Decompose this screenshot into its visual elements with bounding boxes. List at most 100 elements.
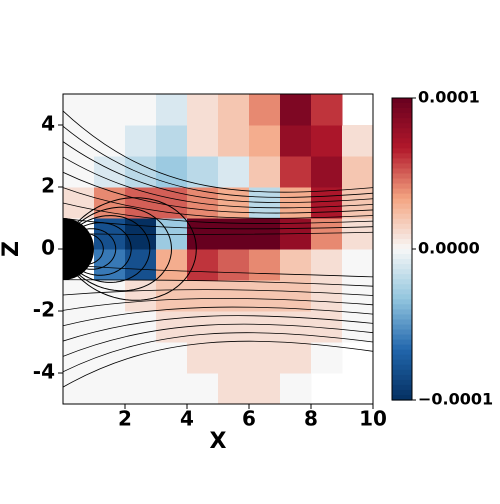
heat-cell <box>125 187 157 219</box>
heat-cell <box>125 373 157 404</box>
colorbar-segment <box>392 108 412 114</box>
heat-cell <box>249 342 281 374</box>
heat-cell <box>218 94 250 126</box>
heat-cell <box>218 125 250 157</box>
colorbar-segment <box>392 269 412 275</box>
colorbar-segment <box>392 133 412 139</box>
heat-cell <box>280 94 312 126</box>
heat-cell <box>63 342 95 374</box>
colorbar-segment <box>392 344 412 351</box>
heat-cell <box>63 373 95 404</box>
heat-cell <box>280 280 312 312</box>
colorbar-segment <box>392 314 412 321</box>
heat-cell <box>249 156 281 188</box>
streamline <box>63 187 373 219</box>
streamline <box>63 306 373 327</box>
heat-cell <box>311 156 343 188</box>
colorbar-segment <box>392 173 412 180</box>
heat-cell <box>342 249 373 281</box>
colorbar-segment <box>392 374 412 381</box>
x-tick-label: 4 <box>180 407 194 431</box>
colorbar-segment <box>392 153 412 159</box>
colorbar-segment <box>392 208 412 215</box>
x-tick-label: 2 <box>118 407 132 431</box>
heat-cell <box>342 218 373 250</box>
heat-cell <box>94 249 126 281</box>
streamline <box>63 340 373 388</box>
x-tick-label: 8 <box>304 407 318 431</box>
heat-cell <box>311 280 343 312</box>
heat-cell <box>218 311 250 343</box>
heat-cell <box>125 280 157 312</box>
y-axis-label: Z <box>0 241 24 257</box>
heat-cell <box>187 373 219 404</box>
heat-cell <box>187 94 219 126</box>
heat-cell <box>249 125 281 157</box>
colorbar-segment <box>392 203 412 210</box>
colorbar-tick-label: 0.0001 <box>418 88 480 107</box>
streamline <box>63 202 373 224</box>
colorbar-segment <box>392 274 412 280</box>
colorbar-segment <box>392 254 412 260</box>
heat-cell <box>156 342 188 374</box>
y-tick-label: 2 <box>41 174 55 198</box>
heat-cell <box>249 280 281 312</box>
colorbar-segment <box>392 128 412 134</box>
heat-cell <box>311 187 343 219</box>
heat-cell <box>280 342 312 374</box>
colorbar-segment <box>392 238 412 245</box>
heat-cell <box>187 187 219 219</box>
colorbar-segment <box>392 294 412 300</box>
heat-cell <box>218 280 250 312</box>
colorbar-segment <box>392 264 412 270</box>
colorbar-segment <box>392 148 412 154</box>
colorbar-segment <box>392 299 412 305</box>
heat-cell <box>187 125 219 157</box>
heat-cell <box>156 156 188 188</box>
colorbar-segment <box>392 118 412 124</box>
streamline <box>63 289 373 296</box>
colorbar-segment <box>392 113 412 119</box>
colorbar-segment <box>392 284 412 290</box>
heat-cell <box>342 311 373 343</box>
heat-cell <box>218 187 250 219</box>
y-tick-label: 4 <box>41 112 55 136</box>
colorbar-segment <box>392 103 412 109</box>
colorbar-segment <box>392 213 412 220</box>
heat-cell <box>311 125 343 157</box>
colorbar-segment <box>392 334 412 341</box>
streamline <box>63 171 373 214</box>
colorbar-tick-label: 0.0000 <box>418 239 480 258</box>
colorbar-segment <box>392 218 412 225</box>
colorbar-segment <box>392 309 412 316</box>
heat-cell <box>280 249 312 281</box>
colorbar-segment <box>392 329 412 336</box>
heat-cell <box>63 311 95 343</box>
streamline <box>63 323 373 357</box>
heat-cell <box>342 156 373 188</box>
streamline <box>63 217 373 230</box>
colorbar-segment <box>392 188 412 195</box>
colorbar-segment <box>392 138 412 144</box>
heat-cell <box>94 373 126 404</box>
heat-cell <box>156 311 188 343</box>
colorbar-segment <box>392 384 412 391</box>
heat-cell <box>63 187 95 219</box>
colorbar-segment <box>392 228 412 235</box>
streamline <box>63 298 373 311</box>
heat-cell <box>280 373 312 404</box>
heat-cell <box>280 156 312 188</box>
heat-cell <box>63 94 95 126</box>
colorbar-segment <box>392 233 412 240</box>
streamline <box>63 141 373 204</box>
streamline <box>63 315 373 342</box>
colorbar-segment <box>392 279 412 285</box>
streamline <box>63 332 373 373</box>
heat-cell <box>94 342 126 374</box>
colorbar-segment <box>392 289 412 295</box>
colorbar-segment <box>392 178 412 185</box>
heat-cell <box>94 94 126 126</box>
heat-cell <box>187 249 219 281</box>
heat-cell <box>94 156 126 188</box>
